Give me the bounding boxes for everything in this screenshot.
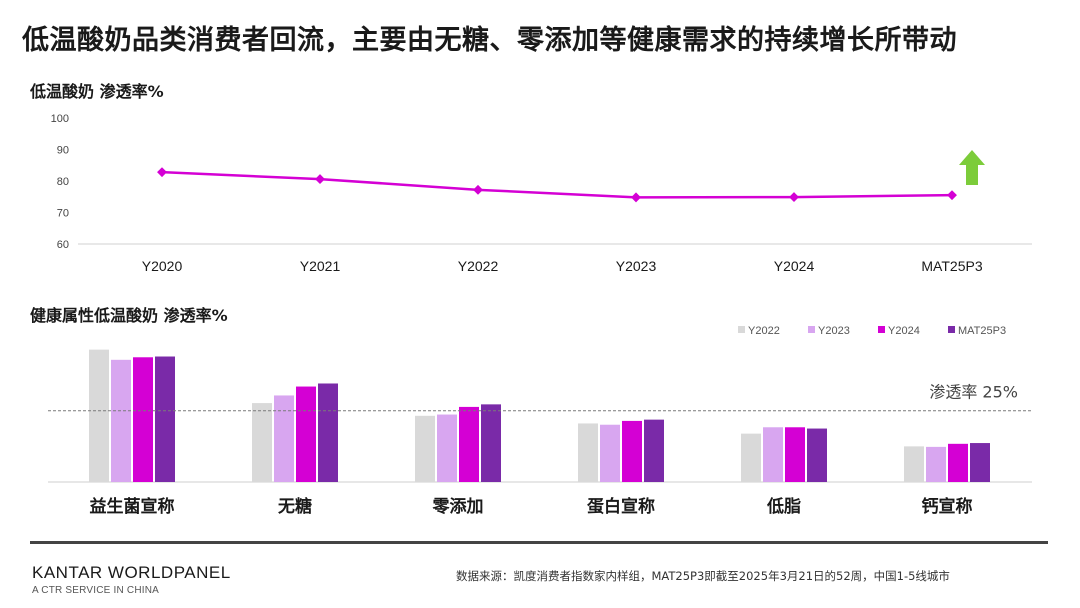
bar [644,419,664,482]
bar [133,357,153,482]
bar [252,403,272,482]
legend-label: MAT25P3 [958,325,1006,337]
bar [970,443,990,482]
data-point-marker [473,184,483,195]
bar [437,414,457,482]
category-label: 零添加 [432,496,484,517]
legend-label: Y2022 [748,325,780,337]
reference-line-label: 渗透率 25% [929,383,1018,402]
data-point-marker [947,190,957,201]
penetration-line [161,170,953,199]
category-label: 蛋白宣称 [587,496,655,517]
bar [948,443,968,482]
x-tick-label: Y2024 [774,258,815,274]
legend-label: Y2023 [818,325,850,337]
x-tick-label: Y2022 [458,258,499,274]
data-point-marker [631,192,641,203]
bar [318,383,338,482]
y-tick-label: 90 [57,145,69,157]
legend-swatch [948,326,955,333]
bar [89,349,109,482]
bar [600,424,620,482]
category-label: 钙宣称 [922,496,973,517]
bar [578,423,598,482]
bar [763,427,783,482]
brand-tagline: A CTR SERVICE IN CHINA [32,585,160,596]
bar [481,404,501,482]
bar [785,427,805,482]
bar [741,433,761,482]
category-label: 益生菌宣称 [90,496,175,517]
data-point-marker [315,174,325,185]
bar [415,415,435,482]
line-chart-title: 低温酸奶 渗透率% [30,82,164,101]
up-arrow-icon [959,150,985,185]
bar [274,395,294,482]
legend-label: Y2024 [888,325,920,337]
x-tick-label: Y2020 [142,258,183,274]
legend-swatch [808,326,815,333]
page-title: 低温酸奶品类消费者回流，主要由无糖、零添加等健康需求的持续增长所带动 [22,25,957,56]
x-tick-label: Y2023 [616,258,657,274]
category-label: 无糖 [277,496,312,517]
y-tick-label: 100 [51,113,69,125]
y-tick-label: 80 [57,176,69,188]
line-chart: 100 90 80 70 60 Y2020 Y2021 Y2022 Y2023 Y2024 MAT2… [51,113,1032,274]
y-tick-label: 70 [57,208,69,220]
bar [926,446,946,482]
legend-swatch [878,326,885,333]
data-point-marker [789,192,799,203]
x-tick-label: MAT25P3 [921,258,982,274]
bar [155,356,175,482]
bar-chart-title: 健康属性低温酸奶 渗透率% [30,306,228,325]
bar [296,386,316,482]
x-tick-label: Y2021 [300,258,341,274]
data-source-note: 数据来源：凯度消费者指数家内样组，MAT25P3即截至2025年3月21日的52… [456,569,950,583]
data-point-marker [157,167,167,178]
bar-chart: Y2022 Y2023 Y2024 MAT25P3 益生菌宣称 无糖 零添加 蛋白宣称 低脂 钙宣… [48,325,1032,517]
category-label: 低脂 [766,496,801,517]
legend-swatch [738,326,745,333]
bar [904,446,924,482]
y-tick-label: 60 [57,239,69,251]
bar [459,406,479,482]
bar [111,359,131,482]
bar [622,420,642,482]
brand-logo: KANTAR WORLDPANEL [32,563,231,582]
footer-divider [30,541,1048,544]
bar [807,428,827,482]
